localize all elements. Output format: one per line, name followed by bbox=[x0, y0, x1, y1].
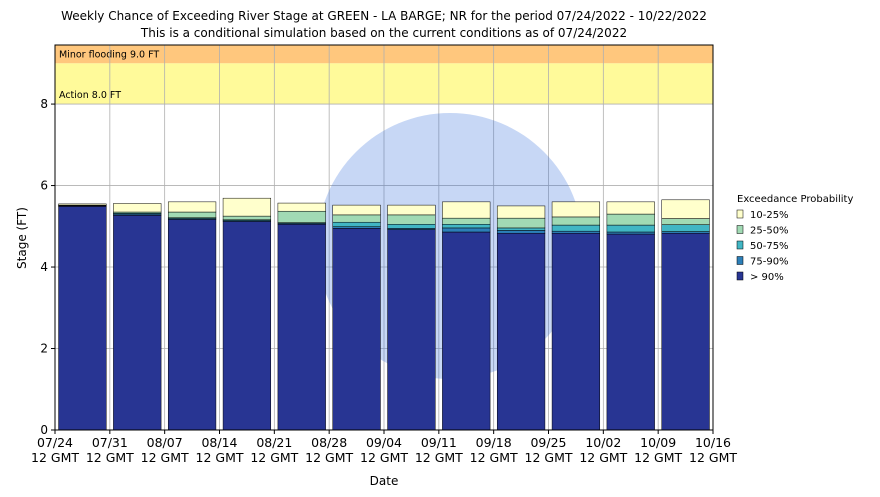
bar-segment bbox=[58, 203, 107, 206]
y-tick-label: 4 bbox=[40, 260, 48, 274]
bar-segment bbox=[606, 233, 655, 431]
bar-segment bbox=[387, 224, 436, 229]
bar-segment bbox=[551, 230, 601, 234]
bar-segment bbox=[551, 216, 601, 226]
bar-segment bbox=[496, 230, 546, 234]
bar-segment bbox=[332, 221, 381, 227]
y-tick-label: 8 bbox=[40, 97, 48, 111]
x-tick-label: 09/18 12 GMT bbox=[470, 435, 518, 465]
bar-segment bbox=[387, 204, 436, 216]
x-tick-label: 10/16 12 GMT bbox=[689, 435, 737, 465]
x-tick-label: 10/02 12 GMT bbox=[579, 435, 627, 465]
bar-segment bbox=[442, 224, 491, 229]
bar-segment bbox=[606, 231, 655, 235]
bar-segment bbox=[442, 231, 491, 431]
bar-segment bbox=[277, 202, 326, 212]
chart-title: Weekly Chance of Exceeding River Stage a… bbox=[61, 9, 707, 23]
bar-segment bbox=[496, 205, 546, 219]
legend-title: Exceedance Probability bbox=[737, 194, 853, 205]
x-tick-label: 08/07 12 GMT bbox=[141, 435, 189, 465]
bar-segment bbox=[332, 228, 381, 431]
legend-swatch bbox=[736, 209, 744, 219]
x-tick-label: 07/24 12 GMT bbox=[31, 435, 79, 465]
x-tick-label: 09/25 12 GMT bbox=[525, 435, 573, 465]
bar-segment bbox=[661, 232, 710, 431]
legend-label: 75-90% bbox=[750, 257, 789, 268]
legend-swatch bbox=[736, 225, 744, 234]
y-tick-label: 2 bbox=[40, 342, 48, 356]
bar-segment bbox=[222, 221, 272, 431]
x-tick-label: 08/21 12 GMT bbox=[250, 435, 298, 465]
flood-label: Action 8.0 FT bbox=[59, 90, 121, 101]
legend-swatch bbox=[736, 240, 744, 250]
x-tick-label: 09/04 12 GMT bbox=[360, 435, 408, 465]
legend-swatch bbox=[736, 271, 744, 281]
x-tick-label: 08/14 12 GMT bbox=[196, 435, 244, 465]
bar-segment bbox=[551, 224, 601, 232]
chart-subtitle: This is a conditional simulation based o… bbox=[140, 26, 627, 40]
legend-label: 25-50% bbox=[750, 226, 789, 237]
bar-segment bbox=[113, 215, 162, 431]
bar-segment bbox=[606, 213, 655, 226]
bar-segment bbox=[661, 224, 710, 232]
x-tick-label: 08/28 12 GMT bbox=[305, 435, 353, 465]
bar-segment bbox=[551, 201, 601, 218]
bar-segment bbox=[222, 215, 272, 221]
bar-segment bbox=[496, 232, 546, 431]
bar-segment bbox=[113, 203, 162, 213]
legend-label: 10-25% bbox=[750, 210, 789, 221]
bar-segment bbox=[277, 210, 326, 223]
x-tick-label: 07/31 12 GMT bbox=[86, 435, 134, 465]
legend-label: > 90% bbox=[750, 272, 784, 283]
bar-segment bbox=[442, 217, 491, 225]
bar-segment bbox=[332, 214, 381, 223]
legend-swatch bbox=[736, 256, 744, 265]
bar-segment bbox=[58, 206, 107, 431]
bar-segment bbox=[442, 201, 491, 219]
legend-label: 50-75% bbox=[750, 241, 789, 252]
x-axis-label: Date bbox=[370, 474, 399, 488]
bar-segment bbox=[606, 224, 655, 233]
bar-segment bbox=[277, 224, 326, 431]
bar-segment bbox=[661, 218, 710, 225]
bar-segment bbox=[387, 229, 436, 431]
plot-frame bbox=[54, 44, 714, 431]
y-tick-label: 0 bbox=[40, 423, 48, 437]
bar-segment bbox=[442, 227, 491, 233]
bar-segment bbox=[496, 217, 546, 229]
x-tick-label: 09/11 12 GMT bbox=[415, 435, 463, 465]
y-axis-label: Stage (FT) bbox=[15, 207, 29, 269]
bar-segment bbox=[387, 214, 436, 225]
bar-segment bbox=[167, 219, 217, 431]
bar-segment bbox=[606, 201, 655, 215]
bar-segment bbox=[551, 232, 601, 431]
bar-segment bbox=[332, 204, 381, 216]
flood-label: Minor flooding 9.0 FT bbox=[59, 49, 159, 60]
bar-segment bbox=[222, 197, 272, 217]
bar-segment bbox=[661, 199, 710, 219]
bar-segment bbox=[496, 227, 546, 231]
bar-segment bbox=[167, 201, 217, 213]
x-tick-label: 10/09 12 GMT bbox=[634, 435, 682, 465]
y-tick-label: 6 bbox=[40, 179, 48, 193]
bar-segment bbox=[167, 211, 217, 218]
